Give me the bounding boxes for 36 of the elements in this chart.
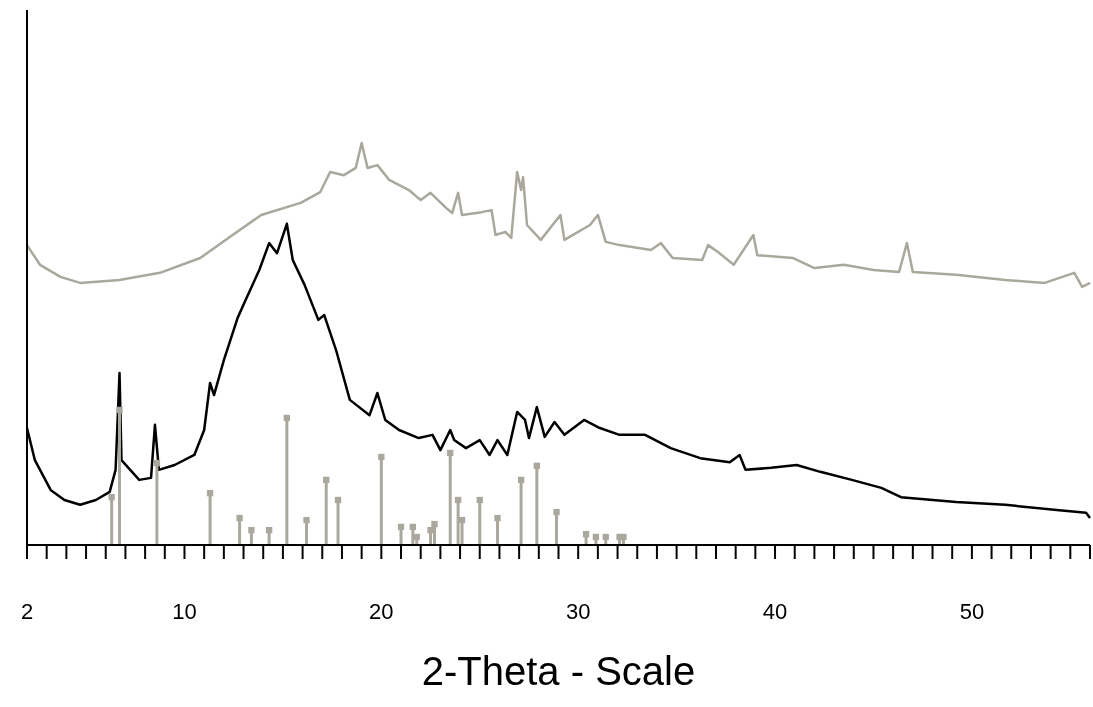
point: [592, 533, 600, 541]
x-tick-label: 10: [172, 599, 197, 624]
point: [533, 462, 541, 469]
point: [602, 533, 609, 541]
point: [494, 514, 501, 522]
point: [206, 489, 214, 497]
point: [447, 449, 454, 457]
x-tick-label: 30: [565, 599, 591, 624]
x-axis-title: 2-Theta - Scale: [421, 649, 696, 693]
x-tick-label: 50: [959, 599, 985, 624]
point: [397, 523, 405, 531]
x-tick-label: 40: [762, 599, 788, 624]
point: [334, 496, 342, 504]
point: [265, 526, 273, 534]
point: [236, 514, 243, 522]
point: [458, 516, 466, 524]
x-tick-label: 2: [20, 599, 34, 624]
point: [620, 533, 627, 541]
point: [108, 494, 115, 501]
point: [409, 523, 416, 531]
point: [476, 496, 483, 504]
point: [413, 533, 420, 541]
point: [517, 476, 525, 484]
point: [454, 496, 462, 504]
point: [153, 459, 161, 467]
point: [427, 526, 434, 534]
point: [283, 414, 291, 422]
point: [431, 520, 438, 528]
point: [116, 406, 123, 414]
point: [323, 476, 330, 484]
point: [582, 530, 590, 538]
point: [378, 453, 385, 461]
point: [248, 526, 255, 534]
x-tick-label: 20: [369, 599, 394, 624]
point: [303, 516, 310, 524]
point: [553, 508, 560, 516]
